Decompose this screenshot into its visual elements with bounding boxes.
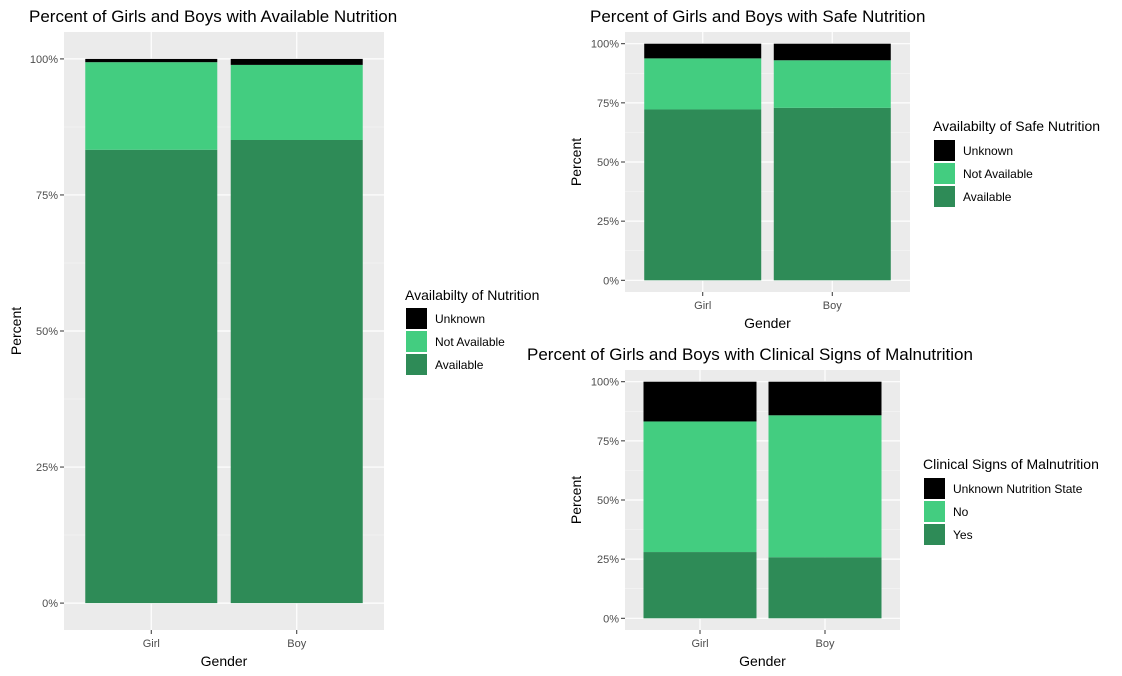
bar-boy-not-available	[773, 60, 891, 108]
y-tick-label: 50%	[36, 326, 58, 338]
x-tick-label: Boy	[816, 638, 835, 650]
legend-key	[924, 478, 945, 499]
y-tick-label: 50%	[597, 495, 619, 507]
legend-key	[934, 140, 955, 161]
legend-label: Unknown	[963, 144, 1013, 158]
bar-girl-not-available	[85, 62, 218, 150]
x-tick-label: Girl	[694, 300, 711, 312]
bar-boy-unknown-nutrition-state	[768, 381, 882, 416]
bar-boy-not-available	[230, 64, 363, 140]
legend-key	[934, 163, 955, 184]
y-tick-label: 100%	[591, 377, 619, 389]
bar-boy-no	[768, 415, 882, 558]
legend-key	[924, 501, 945, 522]
bar-boy-unknown	[230, 58, 363, 65]
y-tick-label: 75%	[597, 436, 619, 448]
legend-label: Not Available	[435, 335, 505, 349]
x-axis-label: Gender	[739, 653, 786, 669]
x-tick-label: Boy	[823, 300, 842, 312]
legend-label: Available	[435, 358, 484, 372]
bar-girl-no	[643, 421, 757, 553]
bar-boy-yes	[768, 557, 882, 619]
y-tick-label: 0%	[603, 613, 619, 625]
legend-label: Yes	[953, 528, 973, 542]
bar-girl-unknown	[644, 43, 762, 59]
bar-boy-unknown	[773, 43, 891, 61]
y-axis-label: Percent	[8, 307, 24, 355]
legend-label: Available	[963, 190, 1012, 204]
legend-title: Clinical Signs of Malnutrition	[923, 456, 1099, 472]
legend-key	[406, 331, 427, 352]
legend-key	[934, 186, 955, 207]
chart-title: Percent of Girls and Boys with Safe Nutr…	[590, 7, 925, 26]
x-axis-label: Gender	[744, 315, 791, 331]
legend-title: Availabilty of Nutrition	[405, 287, 539, 303]
y-tick-label: 75%	[597, 98, 619, 110]
chart-2: 0% 25% 50% 75% 100% Girl Boy Percent of Girls a…	[568, 7, 1100, 331]
bar-girl-yes	[643, 552, 757, 619]
bar-girl-available	[85, 149, 218, 604]
y-axis-label: Percent	[568, 138, 584, 186]
legend-label: No	[953, 505, 969, 519]
bar-girl-unknown-nutrition-state	[643, 381, 757, 422]
chart-title: Percent of Girls and Boys with Available…	[29, 7, 397, 26]
legend-key	[406, 308, 427, 329]
legend-label: Unknown	[435, 312, 485, 326]
chart-3: 0% 25% 50% 75% 100% Girl Boy Percent of Girls a…	[527, 345, 1099, 669]
legend: Availabilty of Nutrition Unknown Not Avail…	[405, 287, 539, 375]
bar-boy-available	[773, 107, 891, 281]
x-tick-label: Girl	[143, 638, 160, 650]
legend-title: Availabilty of Safe Nutrition	[933, 118, 1100, 134]
y-tick-label: 25%	[597, 554, 619, 566]
bar-boy-available	[230, 139, 363, 604]
legend: Clinical Signs of Malnutrition Unknown Nu…	[923, 456, 1099, 545]
bar-girl-available	[644, 109, 762, 281]
y-tick-label: 75%	[36, 190, 58, 202]
chart-1: 0% 25% 50% 75% 100% Girl Boy Percent of Girls a…	[8, 7, 539, 669]
bar-girl-not-available	[644, 58, 762, 110]
legend-key	[406, 354, 427, 375]
x-tick-label: Girl	[691, 638, 708, 650]
bar-girl-unknown	[85, 58, 218, 63]
x-axis-label: Gender	[201, 653, 248, 669]
y-tick-label: 100%	[30, 54, 58, 66]
y-axis-label: Percent	[568, 476, 584, 524]
legend-label: Not Available	[963, 167, 1033, 181]
legend: Availabilty of Safe Nutrition Unknown Not …	[933, 118, 1100, 207]
y-tick-label: 25%	[597, 216, 619, 228]
y-tick-label: 0%	[42, 598, 58, 610]
y-tick-label: 0%	[603, 275, 619, 287]
y-tick-label: 25%	[36, 462, 58, 474]
legend-key	[924, 524, 945, 545]
y-tick-label: 100%	[591, 39, 619, 51]
x-tick-label: Boy	[287, 638, 306, 650]
chart-title: Percent of Girls and Boys with Clinical …	[527, 345, 973, 364]
y-tick-label: 50%	[597, 157, 619, 169]
legend-label: Unknown Nutrition State	[953, 482, 1083, 496]
